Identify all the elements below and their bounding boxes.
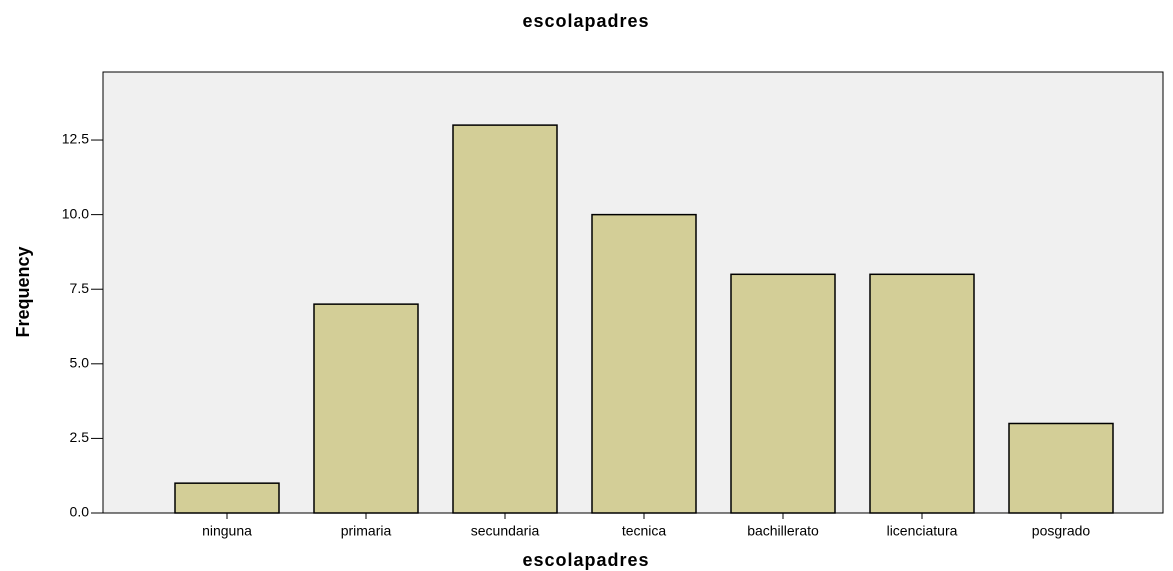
y-tick-label: 10.0 — [62, 205, 89, 221]
y-tick-label: 12.5 — [62, 131, 89, 147]
bar — [869, 273, 975, 514]
x-tick-label: secundaria — [471, 523, 540, 539]
bar — [313, 303, 419, 514]
y-tick-label: 0.0 — [70, 504, 90, 520]
x-tick-label: tecnica — [622, 523, 667, 539]
y-tick-label: 7.5 — [70, 280, 90, 296]
x-axis-title: escolapadres — [522, 550, 649, 570]
x-tick-label: primaria — [341, 523, 392, 539]
y-tick-label: 2.5 — [70, 429, 90, 445]
bar — [591, 213, 697, 514]
x-tick-label: licenciatura — [887, 523, 958, 539]
x-tick-label: bachillerato — [747, 523, 819, 539]
bar — [730, 273, 836, 514]
x-tick-label: ninguna — [202, 523, 252, 539]
y-axis-title: Frequency — [13, 246, 33, 337]
bar — [452, 124, 558, 514]
y-tick-label: 5.0 — [70, 355, 90, 371]
bar — [1008, 422, 1114, 514]
chart-title: escolapadres — [522, 11, 649, 31]
bar — [174, 482, 280, 514]
x-tick-label: posgrado — [1032, 523, 1091, 539]
